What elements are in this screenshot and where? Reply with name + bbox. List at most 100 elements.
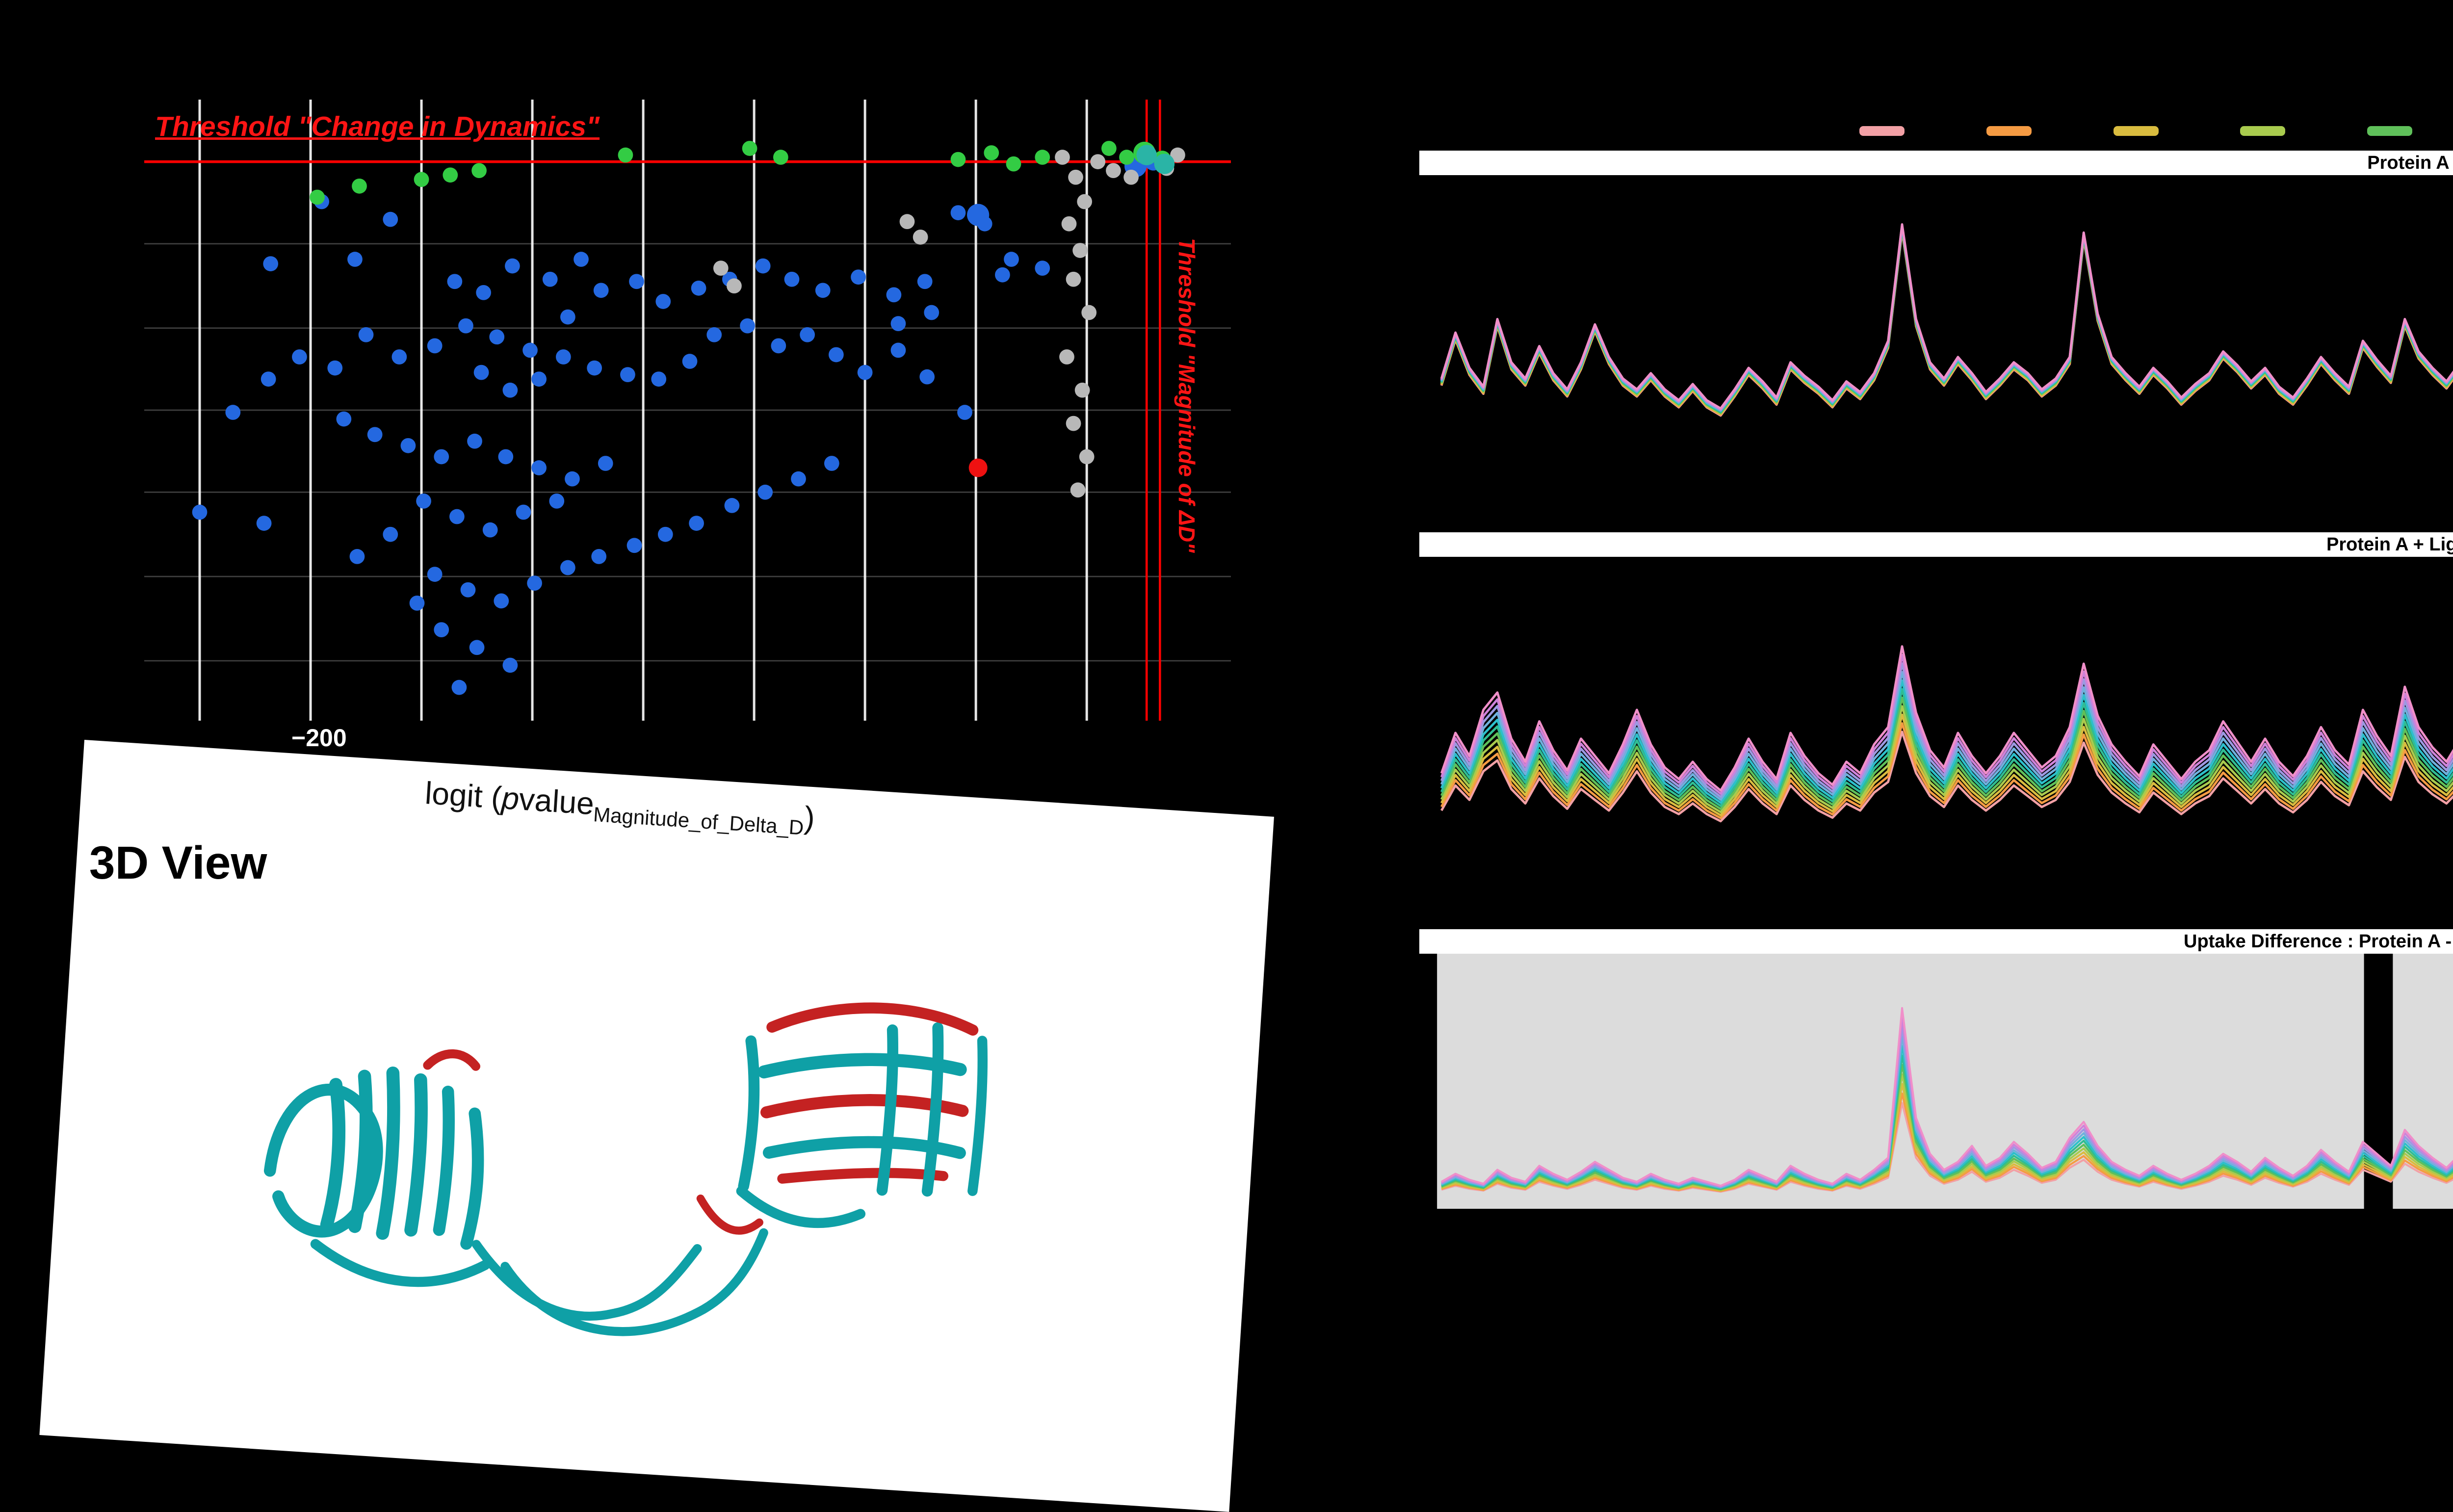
data-point-blue[interactable] [527, 575, 542, 591]
data-point-blue[interactable] [560, 309, 575, 325]
data-point-green[interactable] [310, 189, 325, 205]
uptake-line-series_2[interactable] [1441, 1092, 2453, 1192]
data-point-gray[interactable] [1074, 382, 1090, 398]
data-point-blue[interactable] [815, 283, 831, 298]
data-point-blue[interactable] [502, 657, 518, 673]
data-point-blue[interactable] [1035, 261, 1050, 276]
uptake-line-series_11[interactable] [1440, 589, 2453, 792]
uptake-line-series_6[interactable] [1440, 642, 2453, 808]
uptake-line-series_4[interactable] [1440, 221, 2453, 430]
data-point-blue[interactable] [467, 433, 482, 449]
data-point-blue[interactable] [555, 349, 571, 365]
data-point-blue[interactable] [620, 367, 635, 383]
data-point-gray[interactable] [913, 229, 928, 245]
uptake-line-series_11[interactable] [1440, 216, 2453, 410]
data-point-blue[interactable] [1004, 252, 1019, 267]
protein-structure[interactable] [169, 909, 1078, 1387]
data-point-green[interactable] [984, 145, 999, 160]
data-point-blue[interactable] [427, 338, 443, 354]
data-point-teal[interactable] [1154, 154, 1175, 174]
data-point-blue[interactable] [489, 329, 505, 345]
data-point-blue[interactable] [451, 679, 467, 695]
data-point-blue[interactable] [358, 327, 374, 342]
data-point-blue[interactable] [327, 360, 343, 376]
uptake-line-series_7[interactable] [1440, 632, 2453, 804]
data-point-blue[interactable] [473, 365, 489, 380]
data-point-gray[interactable] [1066, 271, 1081, 287]
data-point-blue[interactable] [542, 271, 558, 287]
data-point-blue[interactable] [383, 526, 398, 542]
data-point-gray[interactable] [1081, 305, 1097, 320]
data-point-green[interactable] [443, 167, 458, 183]
data-point-blue[interactable] [505, 258, 520, 274]
data-point-green[interactable] [1101, 141, 1117, 156]
data-point-blue[interactable] [516, 504, 531, 520]
uptake-line-series_9[interactable] [1440, 610, 2453, 798]
data-point-blue[interactable] [587, 360, 602, 376]
data-point-blue[interactable] [460, 582, 476, 598]
data-point-gray[interactable] [1072, 243, 1088, 258]
data-point-blue[interactable] [757, 484, 773, 500]
data-point-blue[interactable] [192, 504, 208, 520]
data-point-green[interactable] [414, 172, 429, 187]
data-point-blue[interactable] [494, 593, 509, 609]
data-point-blue[interactable] [691, 280, 706, 296]
data-point-blue[interactable] [851, 269, 866, 285]
data-point-blue[interactable] [598, 456, 613, 471]
data-point-green[interactable] [1035, 150, 1050, 165]
data-point-blue[interactable] [917, 274, 933, 289]
data-point-green[interactable] [471, 163, 487, 179]
data-point-blue[interactable] [349, 549, 365, 564]
data-point-gray[interactable] [1059, 349, 1074, 365]
data-point-blue[interactable] [629, 274, 644, 289]
data-point-blue[interactable] [824, 456, 839, 471]
data-point-gray[interactable] [1170, 147, 1185, 163]
uptake-line-series_3[interactable] [1441, 1083, 2453, 1192]
data-point-blue[interactable] [924, 305, 939, 320]
data-point-blue[interactable] [498, 449, 514, 465]
data-point-blue[interactable] [292, 349, 307, 365]
data-point-gray[interactable] [1123, 169, 1139, 185]
data-point-gray[interactable] [1070, 482, 1086, 498]
data-point-blue[interactable] [995, 267, 1010, 283]
data-point-blue[interactable] [400, 438, 416, 453]
data-point-blue[interactable] [458, 318, 473, 334]
data-point-blue[interactable] [784, 271, 800, 287]
data-point-gray[interactable] [1055, 150, 1070, 165]
data-point-green[interactable] [1006, 156, 1021, 172]
data-point-blue[interactable] [522, 342, 538, 358]
data-point-blue[interactable] [957, 405, 972, 420]
data-point-blue[interactable] [565, 471, 580, 487]
data-point-blue[interactable] [574, 252, 589, 267]
data-point-blue[interactable] [225, 405, 241, 420]
data-point-blue[interactable] [336, 411, 352, 427]
data-point-blue[interactable] [689, 516, 704, 531]
data-point-blue[interactable] [256, 516, 272, 531]
uptake-line-series_8[interactable] [1440, 621, 2453, 801]
data-point-blue[interactable] [890, 342, 906, 358]
data-point-blue[interactable] [482, 522, 498, 538]
data-point-blue[interactable] [706, 327, 722, 342]
data-point-teal[interactable] [1136, 145, 1157, 165]
data-point-blue[interactable] [950, 205, 966, 220]
volcano-plot[interactable]: Threshold "Change in Dynamics" Threshold… [144, 100, 1231, 752]
data-point-gray[interactable] [1061, 216, 1077, 232]
data-point-blue[interactable] [919, 369, 935, 385]
data-point-blue[interactable] [755, 258, 771, 274]
data-point-blue[interactable] [367, 427, 383, 443]
data-point-blue[interactable] [791, 471, 806, 487]
data-point-blue[interactable] [391, 349, 407, 365]
data-point-blue[interactable] [593, 283, 609, 298]
uptake-line-series_4[interactable] [1440, 664, 2453, 813]
data-point-blue[interactable] [967, 204, 990, 226]
data-point-gray[interactable] [1090, 154, 1106, 169]
uptake-line-series_1[interactable] [1440, 696, 2453, 823]
data-point-blue[interactable] [857, 365, 873, 380]
data-point-blue[interactable] [890, 316, 906, 332]
data-point-blue[interactable] [828, 347, 844, 363]
data-point-blue[interactable] [626, 538, 642, 553]
data-point-green[interactable] [773, 150, 788, 165]
data-point-green[interactable] [1119, 150, 1134, 165]
data-point-blue[interactable] [416, 494, 431, 509]
data-point-blue[interactable] [657, 526, 673, 542]
